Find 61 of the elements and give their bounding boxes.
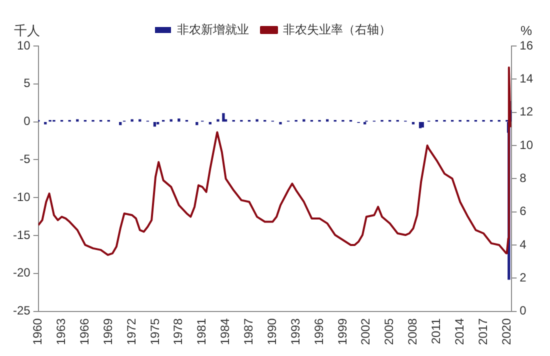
bar: [76, 119, 79, 122]
x-tick-label: 1981: [194, 318, 209, 346]
y2-tick-label: 14: [520, 71, 534, 86]
y-tick-label: -25: [13, 304, 31, 318]
x-tick-label: 1987: [242, 318, 256, 346]
x-tick-label: 1960: [30, 318, 45, 346]
y2-tick-label: 10: [520, 138, 534, 152]
x-tick-label: 2008: [406, 318, 420, 346]
bar: [222, 113, 225, 122]
x-tick-label: 1984: [218, 318, 232, 346]
bar: [279, 122, 282, 124]
bar: [208, 122, 212, 124]
bar: [302, 119, 306, 122]
bar: [178, 118, 180, 122]
x-tick-label: 1978: [171, 318, 186, 346]
legend-label: 非农新增就业: [177, 22, 249, 36]
x-tick-label: 2011: [428, 318, 443, 344]
y2-axis-title: %: [520, 23, 532, 38]
x-tick-label: 2014: [452, 318, 466, 346]
y2-tick-label: 0: [520, 304, 527, 318]
bar: [130, 119, 134, 122]
bar: [44, 122, 47, 124]
x-tick-label: 2005: [382, 318, 396, 346]
y-tick-label: 10: [16, 38, 31, 52]
y2-tick-label: 4: [520, 237, 527, 252]
bar: [412, 122, 415, 124]
y2-tick-label: 2: [520, 270, 527, 284]
bar: [418, 122, 422, 128]
x-tick-label: 1996: [312, 318, 326, 346]
y-tick-label: -5: [20, 152, 31, 166]
y-tick-label: -10: [13, 190, 31, 204]
bar: [326, 119, 329, 122]
x-tick-label: 2017: [476, 318, 490, 346]
y2-tick-label: 16: [520, 38, 534, 52]
y-tick-label: -20: [13, 266, 31, 280]
y-axis-title: 千人: [14, 23, 40, 38]
x-tick-label: 1999: [335, 318, 350, 346]
x-tick-label: 1972: [124, 318, 138, 346]
x-tick-label: 1963: [54, 318, 68, 346]
x-tick-label: 2002: [358, 318, 373, 346]
bar: [421, 122, 424, 128]
bar: [153, 122, 156, 127]
y2-tick-label: 6: [520, 204, 527, 218]
x-tick-label: 1975: [148, 318, 162, 346]
x-tick-label: 1969: [100, 318, 115, 346]
y-tick-label: -15: [13, 228, 31, 242]
x-tick-label: 1993: [288, 318, 302, 346]
y-tick-label: 0: [24, 114, 31, 128]
bar: [216, 119, 220, 122]
y-tick-label: 5: [24, 76, 31, 90]
x-tick-label: 1966: [78, 318, 92, 346]
x-tick-label: 1990: [264, 318, 279, 346]
bar: [170, 119, 172, 122]
y2-tick-label: 8: [520, 170, 527, 185]
x-tick-label: 2020: [499, 318, 514, 346]
bar: [138, 119, 142, 122]
bar: [156, 122, 160, 124]
bar: [363, 122, 366, 124]
legend-label: 非农失业率（右轴）: [283, 22, 391, 36]
bar: [256, 119, 258, 122]
y2-tick-label: 12: [520, 104, 534, 119]
